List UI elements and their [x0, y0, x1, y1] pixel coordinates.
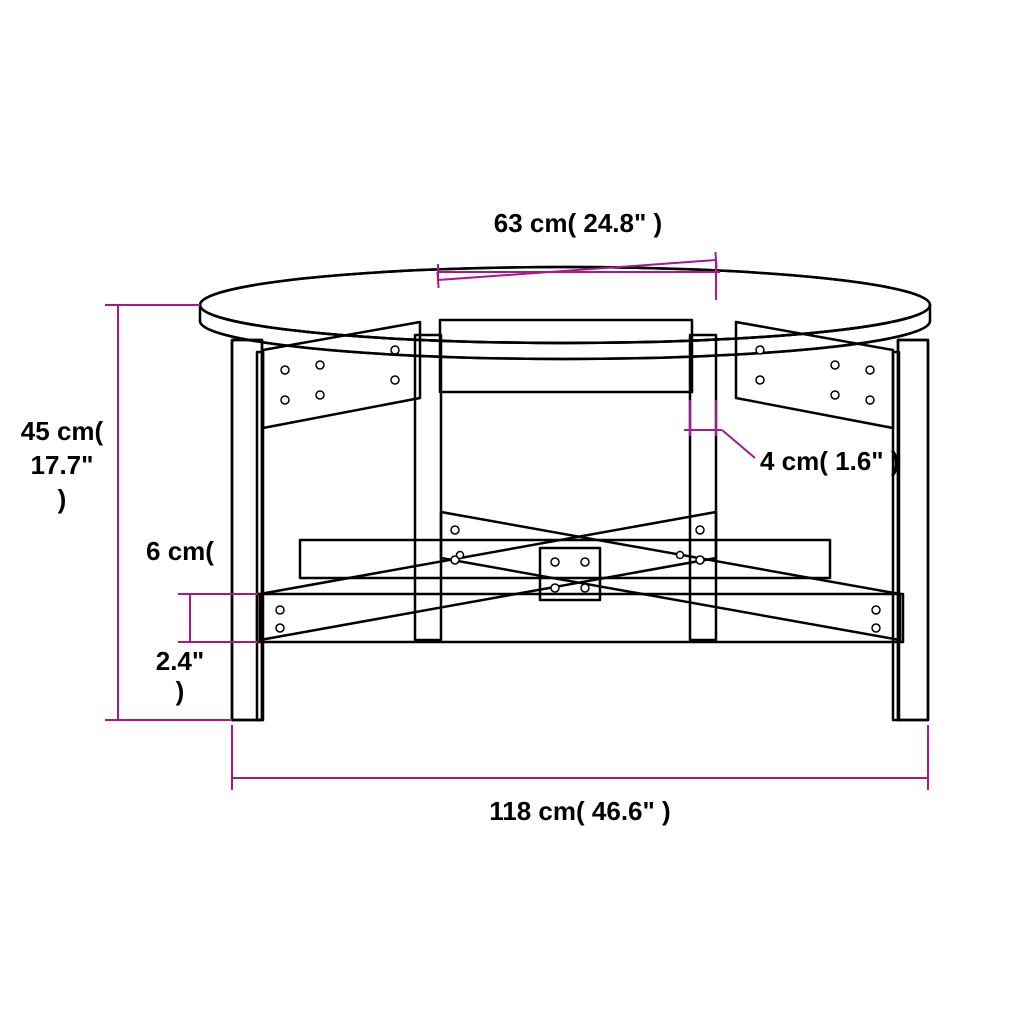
svg-text:63 cm( 24.8" ): 63 cm( 24.8" ): [494, 208, 662, 238]
svg-text:118 cm( 46.6" ): 118 cm( 46.6" ): [489, 796, 670, 826]
cross-stretcher: [260, 512, 900, 640]
svg-text:4 cm( 1.6" ): 4 cm( 1.6" ): [760, 446, 900, 476]
svg-text:17.7": 17.7": [31, 450, 94, 480]
svg-text:6 cm(: 6 cm(: [146, 536, 214, 566]
table-outline: [200, 267, 930, 720]
screws: [276, 346, 880, 632]
svg-text:): ): [176, 676, 185, 706]
svg-text:): ): [58, 484, 67, 514]
svg-text:2.4": 2.4": [156, 646, 204, 676]
dimension-diagram: 63 cm( 24.8" ) 4 cm( 1.6" ) 45 cm( 17.7") 6 …: [0, 0, 1024, 1024]
leg-front-left: [232, 340, 263, 720]
svg-text:45 cm(: 45 cm(: [21, 416, 104, 446]
